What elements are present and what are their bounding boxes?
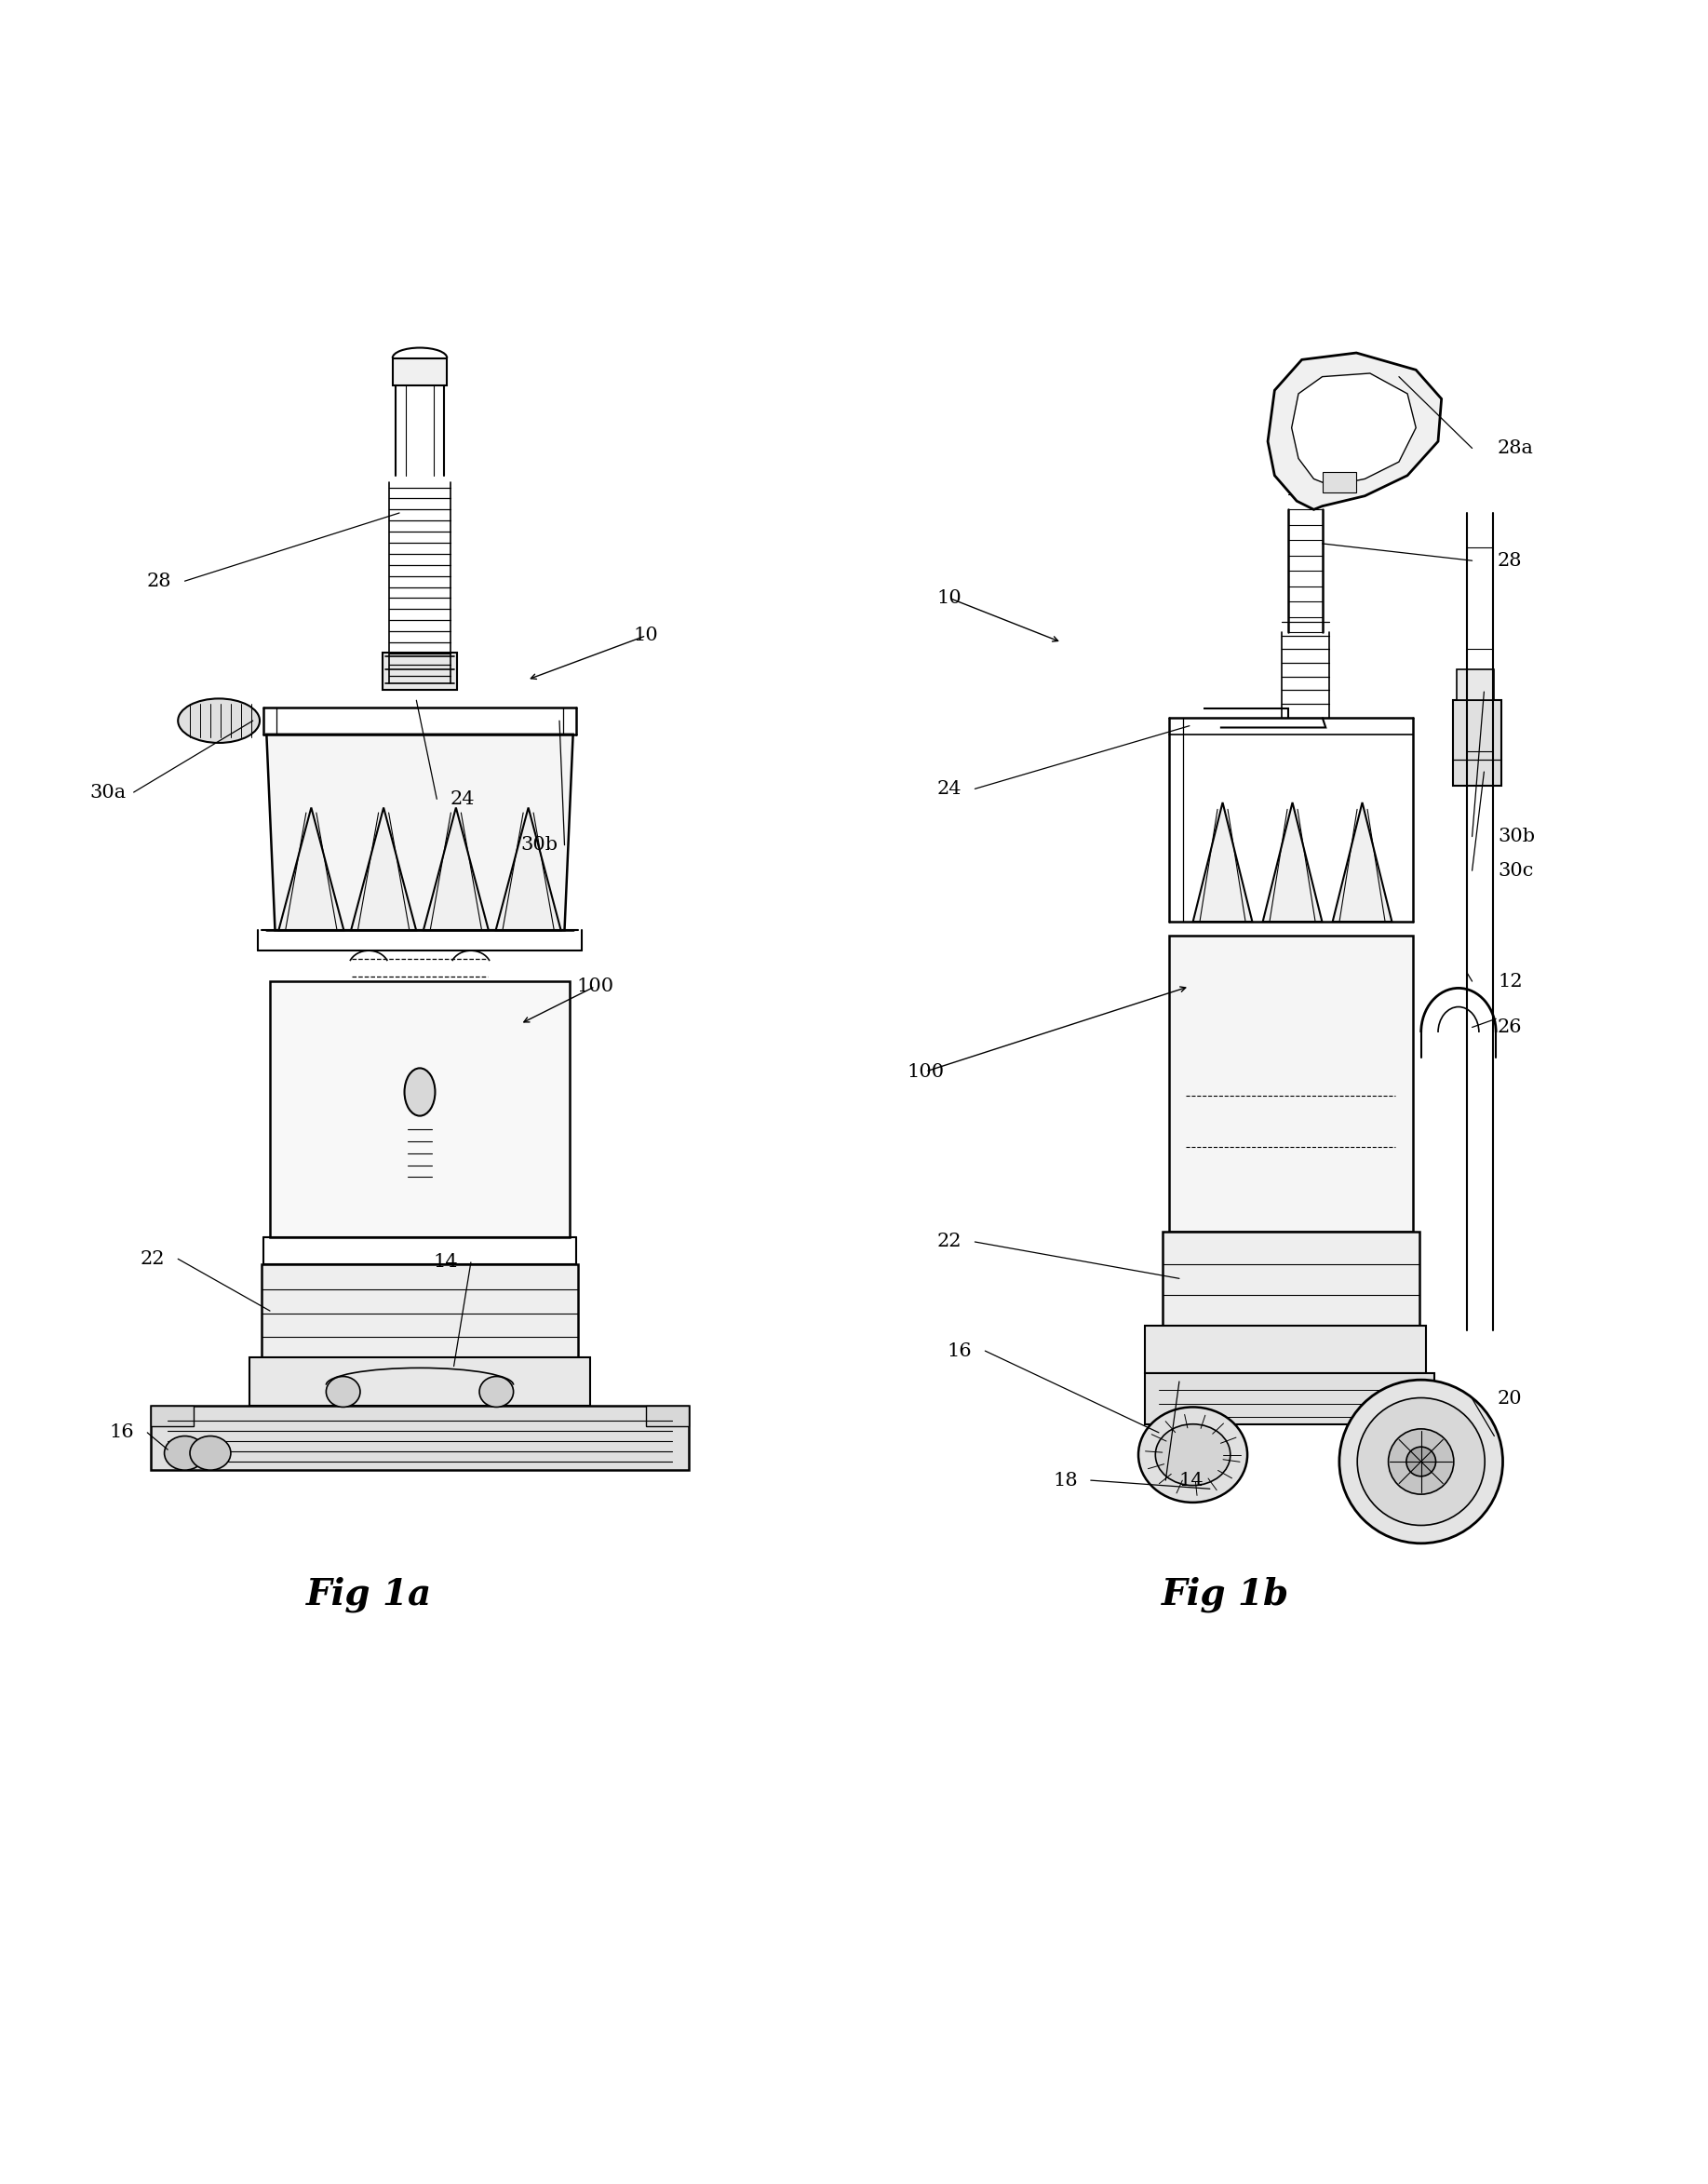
Ellipse shape [1155, 1424, 1230, 1485]
Ellipse shape [1389, 1428, 1454, 1494]
Text: 22: 22 [938, 1234, 962, 1251]
Ellipse shape [1138, 1406, 1247, 1503]
Bar [270, 981, 570, 1236]
Text: 30b: 30b [521, 836, 557, 854]
Bar [1144, 1326, 1426, 1374]
Bar [1168, 935, 1413, 1232]
Ellipse shape [164, 1437, 205, 1470]
Ellipse shape [480, 1376, 514, 1406]
Text: 24: 24 [449, 791, 475, 808]
Ellipse shape [326, 1376, 360, 1406]
Polygon shape [1192, 802, 1252, 922]
Text: Fig 1b: Fig 1b [1161, 1577, 1290, 1612]
Text: 14: 14 [432, 1254, 458, 1271]
Polygon shape [424, 808, 488, 930]
Bar [1457, 670, 1494, 701]
Bar [383, 653, 458, 690]
Text: 14: 14 [1179, 1472, 1204, 1489]
Text: 100: 100 [907, 1064, 945, 1081]
Text: 28: 28 [1498, 553, 1522, 570]
Text: 28: 28 [147, 572, 171, 590]
Polygon shape [495, 808, 560, 930]
Bar [261, 1265, 577, 1358]
Ellipse shape [1339, 1380, 1503, 1544]
Ellipse shape [405, 1068, 436, 1116]
Polygon shape [278, 808, 343, 930]
Text: 12: 12 [1498, 972, 1522, 989]
Text: 26: 26 [1498, 1018, 1522, 1035]
Text: Fig 1a: Fig 1a [306, 1577, 432, 1612]
Bar [393, 358, 447, 384]
Ellipse shape [178, 699, 260, 743]
Polygon shape [266, 734, 572, 930]
Text: 20: 20 [1498, 1389, 1522, 1406]
Polygon shape [1267, 354, 1442, 509]
Text: 100: 100 [577, 978, 613, 996]
Ellipse shape [1358, 1398, 1484, 1524]
Ellipse shape [1406, 1446, 1436, 1476]
Ellipse shape [190, 1437, 231, 1470]
Bar [1454, 701, 1501, 786]
Text: 16: 16 [948, 1341, 972, 1361]
Bar [1161, 1232, 1419, 1326]
Text: 24: 24 [938, 780, 962, 797]
Polygon shape [352, 808, 417, 930]
Bar [150, 1404, 688, 1470]
Bar [646, 1404, 688, 1426]
Text: 28a: 28a [1498, 439, 1534, 456]
Text: 30a: 30a [91, 784, 126, 802]
Text: 10: 10 [634, 627, 659, 644]
Bar [1322, 472, 1356, 494]
Text: 30c: 30c [1498, 863, 1534, 880]
Polygon shape [1332, 802, 1392, 922]
Polygon shape [1291, 373, 1416, 485]
Text: 16: 16 [109, 1424, 135, 1441]
Bar [150, 1404, 193, 1426]
Text: 30b: 30b [1498, 828, 1535, 845]
Text: 22: 22 [140, 1249, 164, 1267]
Text: 18: 18 [1052, 1472, 1078, 1489]
Text: 10: 10 [938, 590, 962, 607]
Bar [1144, 1374, 1435, 1424]
Polygon shape [1262, 802, 1322, 922]
Bar [249, 1358, 589, 1404]
